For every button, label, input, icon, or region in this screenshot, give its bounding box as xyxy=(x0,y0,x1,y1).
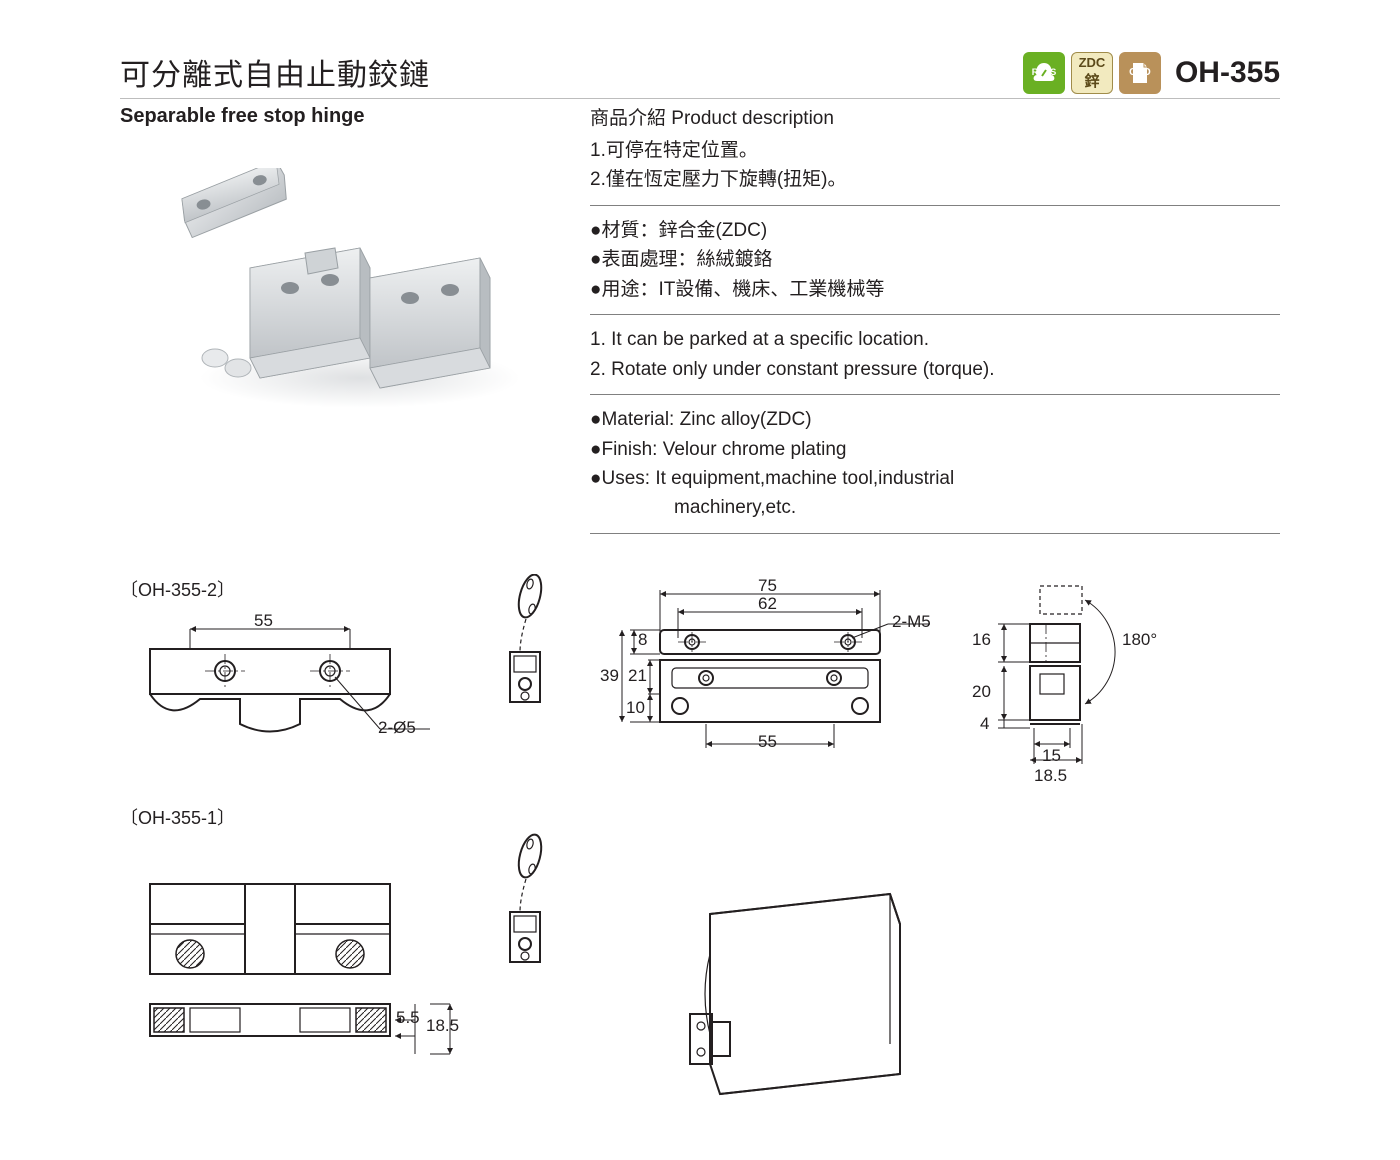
dim-39: 39 xyxy=(600,666,619,686)
cn-bullet-2: ●表面處理：絲絨鍍鉻 xyxy=(590,245,1280,274)
dim-15: 15 xyxy=(1042,746,1061,766)
en-bullet-3: ● Uses: It equipment,machine tool,indust… xyxy=(590,464,1280,493)
rule-3 xyxy=(590,394,1280,395)
dim-180: 180° xyxy=(1122,630,1157,650)
dim-62: 62 xyxy=(758,594,777,614)
dim-55b: 55 xyxy=(758,732,777,752)
en-point-2: 2. Rotate only under constant pressure (… xyxy=(590,355,1280,384)
column-left: Separable free stop hinge xyxy=(120,103,560,544)
dim-18-5b: 18.5 xyxy=(1034,766,1067,786)
en-uses-cont: machinery,etc. xyxy=(590,493,1280,522)
dim-55a: 55 xyxy=(254,611,273,631)
zdc-bottom: 鋅 xyxy=(1084,70,1099,91)
rule-1 xyxy=(590,205,1280,206)
header-rule xyxy=(120,98,1280,99)
title-cn: 可分離式自由止動鉸鏈 xyxy=(120,50,430,94)
part-number: OH-355 xyxy=(1175,56,1280,90)
cn-point-2: 2.僅在恆定壓力下旋轉(扭矩)。 xyxy=(590,165,1280,194)
rohs-badge: RoHS xyxy=(1023,52,1065,94)
dim-18-5a: 18.5 xyxy=(426,1016,459,1036)
en-point-1: 1. It can be parked at a specific locati… xyxy=(590,325,1280,354)
label-oh355-2: 〔OH-355-2〕 xyxy=(120,576,235,602)
dim-2m5: 2-M5 xyxy=(892,612,931,632)
en-bullet-1: ● Material: Zinc alloy(ZDC) xyxy=(590,405,1280,434)
zdc-top: ZDC xyxy=(1079,55,1106,70)
desc-heading: 商品介紹 Product description xyxy=(590,103,1280,130)
dim-4: 4 xyxy=(980,714,989,734)
rule-2 xyxy=(590,314,1280,315)
cad-badge: CAD xyxy=(1119,52,1161,94)
cn-bullet-3: ●用途：IT設備、機床、工業機械等 xyxy=(590,275,1280,304)
en-bullet-2: ● Finish: Velour chrome plating xyxy=(590,435,1280,464)
drawings-area: 〔OH-355-2〕 〔OH-355-1〕 55 2-Ø5 5.5 18.5 7… xyxy=(120,574,1280,1134)
label-oh355-1: 〔OH-355-1〕 xyxy=(120,804,235,830)
dim-10: 10 xyxy=(626,698,645,718)
zdc-badge: ZDC 鋅 xyxy=(1071,52,1113,94)
dim-75: 75 xyxy=(758,576,777,596)
dim-8: 8 xyxy=(638,630,647,650)
column-right: 商品介紹 Product description 1.可停在特定位置。 2.僅在… xyxy=(590,103,1280,544)
dim-5-5: 5.5 xyxy=(396,1008,420,1028)
dim-2phi5: 2-Ø5 xyxy=(378,718,416,738)
dim-16: 16 xyxy=(972,630,991,650)
rule-4 xyxy=(590,533,1280,534)
main-columns: Separable free stop hinge xyxy=(120,103,1280,544)
cn-point-1: 1.可停在特定位置。 xyxy=(590,136,1280,165)
cn-bullet-1: ●材質：鋅合金(ZDC) xyxy=(590,216,1280,245)
header-right: RoHS ZDC 鋅 CAD OH-355 xyxy=(1023,52,1280,94)
product-photo xyxy=(160,168,520,428)
dim-20: 20 xyxy=(972,682,991,702)
header-row: 可分離式自由止動鉸鏈 RoHS ZDC 鋅 CAD OH-355 xyxy=(120,50,1280,94)
dim-21: 21 xyxy=(628,666,647,686)
title-en: Separable free stop hinge xyxy=(120,105,560,128)
